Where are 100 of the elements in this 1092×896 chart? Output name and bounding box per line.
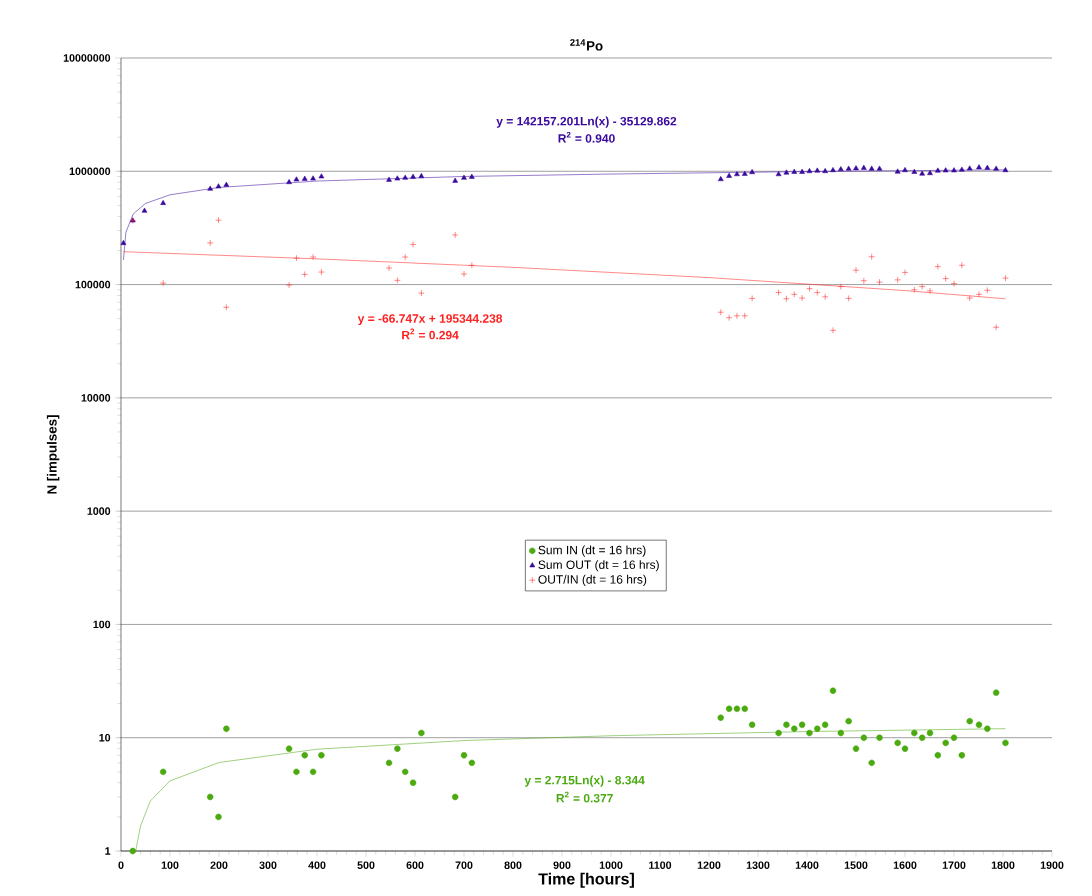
point xyxy=(814,289,821,296)
point xyxy=(927,170,933,176)
annotation: R$^{2}$ = 0.940 xyxy=(558,131,615,143)
point xyxy=(451,793,459,801)
point xyxy=(309,768,317,776)
point xyxy=(451,231,459,239)
point xyxy=(935,167,941,173)
x-tick-label: 1000 xyxy=(599,861,623,869)
legend-label: OUT/IN (dt = 16 hrs) xyxy=(538,574,647,587)
x-tick-label: 1500 xyxy=(844,861,868,869)
point xyxy=(837,729,845,737)
x-tick-label: 1600 xyxy=(893,861,917,869)
point xyxy=(798,294,806,302)
point xyxy=(853,165,859,171)
point xyxy=(301,271,308,278)
point xyxy=(468,759,476,767)
x-tick-label: 0 xyxy=(118,861,124,869)
point xyxy=(950,280,958,287)
point xyxy=(821,293,829,300)
point xyxy=(734,171,740,177)
x-tick-label: 1700 xyxy=(942,861,966,869)
chart-title: $^{214}$Po xyxy=(570,39,603,51)
point xyxy=(215,216,222,224)
point xyxy=(741,705,748,712)
x-tick-label: 1900 xyxy=(1040,861,1064,869)
point xyxy=(950,734,958,741)
point xyxy=(926,729,934,737)
point xyxy=(318,173,325,179)
point xyxy=(215,183,222,189)
point xyxy=(129,847,136,855)
point xyxy=(894,276,901,284)
point xyxy=(829,687,837,694)
point xyxy=(223,725,230,732)
x-tick-label: 700 xyxy=(455,861,473,869)
point xyxy=(301,175,308,181)
point xyxy=(829,327,837,334)
point xyxy=(814,167,821,173)
point xyxy=(385,264,393,272)
point xyxy=(783,721,790,729)
point xyxy=(402,768,409,776)
point xyxy=(911,168,918,174)
point xyxy=(726,172,732,178)
point xyxy=(975,721,983,729)
point xyxy=(791,291,798,298)
point xyxy=(876,278,883,286)
point xyxy=(918,283,926,290)
point xyxy=(1002,167,1009,173)
x-tick-label: 400 xyxy=(308,861,326,869)
point xyxy=(966,165,973,171)
point xyxy=(733,705,741,712)
point xyxy=(798,721,806,729)
point xyxy=(934,263,942,270)
point xyxy=(975,291,983,298)
point xyxy=(460,752,468,759)
point xyxy=(1002,274,1009,282)
point xyxy=(418,729,425,737)
point xyxy=(309,253,317,261)
point xyxy=(876,734,883,741)
point xyxy=(460,270,468,278)
point xyxy=(992,324,1000,331)
point xyxy=(966,717,973,725)
x-tick-label: 600 xyxy=(406,861,424,869)
point xyxy=(775,289,782,296)
point xyxy=(783,295,790,302)
point xyxy=(791,725,798,732)
point xyxy=(860,734,868,741)
point xyxy=(301,752,308,759)
point xyxy=(402,253,409,261)
legend-label: Sum IN (dt = 16 hrs) xyxy=(538,545,646,557)
point xyxy=(717,309,724,316)
point xyxy=(386,176,392,182)
point xyxy=(984,725,991,732)
point xyxy=(159,279,167,287)
point xyxy=(830,167,836,173)
point xyxy=(749,169,755,175)
x-tick-label: 1800 xyxy=(991,861,1015,869)
point xyxy=(806,729,813,737)
point xyxy=(318,268,325,276)
x-tick-label: 1400 xyxy=(795,861,819,869)
point xyxy=(452,177,458,183)
point xyxy=(959,166,965,172)
point xyxy=(310,175,316,181)
point xyxy=(285,745,293,752)
point xyxy=(120,239,127,245)
point xyxy=(409,779,417,786)
point xyxy=(993,165,999,171)
point xyxy=(894,739,901,747)
point xyxy=(418,173,425,179)
y-tick-label: 1 xyxy=(105,847,111,855)
x-tick-label: 200 xyxy=(210,861,228,869)
point xyxy=(215,813,222,821)
point xyxy=(918,734,926,741)
point xyxy=(919,170,925,176)
point xyxy=(845,295,852,302)
point xyxy=(748,295,756,302)
point xyxy=(207,185,213,191)
x-tick-label: 800 xyxy=(504,861,522,869)
point xyxy=(141,207,148,213)
point xyxy=(806,168,813,174)
point xyxy=(410,173,416,179)
